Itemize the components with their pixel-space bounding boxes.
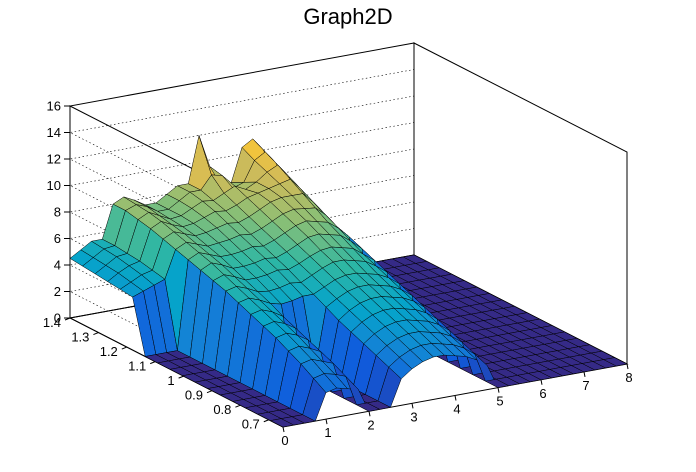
y-tick-label: 1.4: [43, 315, 61, 330]
z-tick-label: 0: [54, 311, 61, 326]
y-tick-label: 0.8: [213, 402, 231, 417]
y-tick-label: 1.3: [71, 330, 89, 345]
y-tick: [121, 346, 127, 350]
y-tick: [64, 317, 71, 321]
z-tick-label: 4: [54, 258, 61, 273]
x-tick-label: 4: [453, 402, 460, 417]
y-tick: [93, 332, 99, 335]
x-tick: [454, 395, 457, 401]
x-tick: [368, 411, 371, 417]
axis-labels: 02468101214160123456780.70.80.911.11.21.…: [43, 99, 633, 449]
x-tick-label: 7: [582, 378, 589, 393]
y-tick: [150, 361, 156, 365]
surface: [69, 134, 628, 428]
x-tick-label: 5: [496, 394, 503, 409]
z-gridline: [69, 148, 415, 322]
y-tick-label: 0.9: [185, 388, 203, 403]
x-tick-label: 6: [539, 386, 546, 401]
z-tick-label: 2: [54, 284, 61, 299]
z-tick-label: 12: [47, 152, 61, 167]
y-tick: [178, 375, 184, 379]
x-tick-label: 2: [367, 417, 374, 432]
x-tick: [411, 403, 414, 409]
x-tick-label: 1: [324, 425, 331, 440]
z-tick-label: 6: [54, 231, 61, 246]
x-tick: [325, 419, 328, 425]
z-gridline: [69, 122, 415, 295]
x-tick: [282, 426, 285, 433]
y-tick: [263, 419, 269, 423]
y-tick-label: 1: [167, 373, 174, 388]
x-tick-label: 0: [281, 433, 288, 448]
y-tick-label: 1.1: [128, 359, 146, 374]
z-tick-label: 8: [54, 205, 61, 220]
x-tick: [626, 363, 629, 370]
y-tick-label: 1.2: [100, 344, 118, 359]
z-tick-label: 16: [47, 99, 61, 114]
y-tick-label: 0.7: [242, 417, 260, 432]
x-tick: [540, 379, 543, 385]
x-tick: [497, 387, 500, 393]
x-tick: [583, 371, 586, 377]
x-tick-label: 3: [410, 409, 417, 424]
z-tick-label: 10: [47, 178, 61, 193]
y-tick: [206, 390, 213, 394]
z-gridline: [69, 95, 415, 269]
chart-title: Graph2D: [303, 4, 393, 29]
y-tick: [235, 404, 241, 408]
z-gridline: [69, 69, 415, 242]
z-tick-label: 14: [47, 125, 61, 140]
x-tick-label: 8: [625, 370, 632, 385]
